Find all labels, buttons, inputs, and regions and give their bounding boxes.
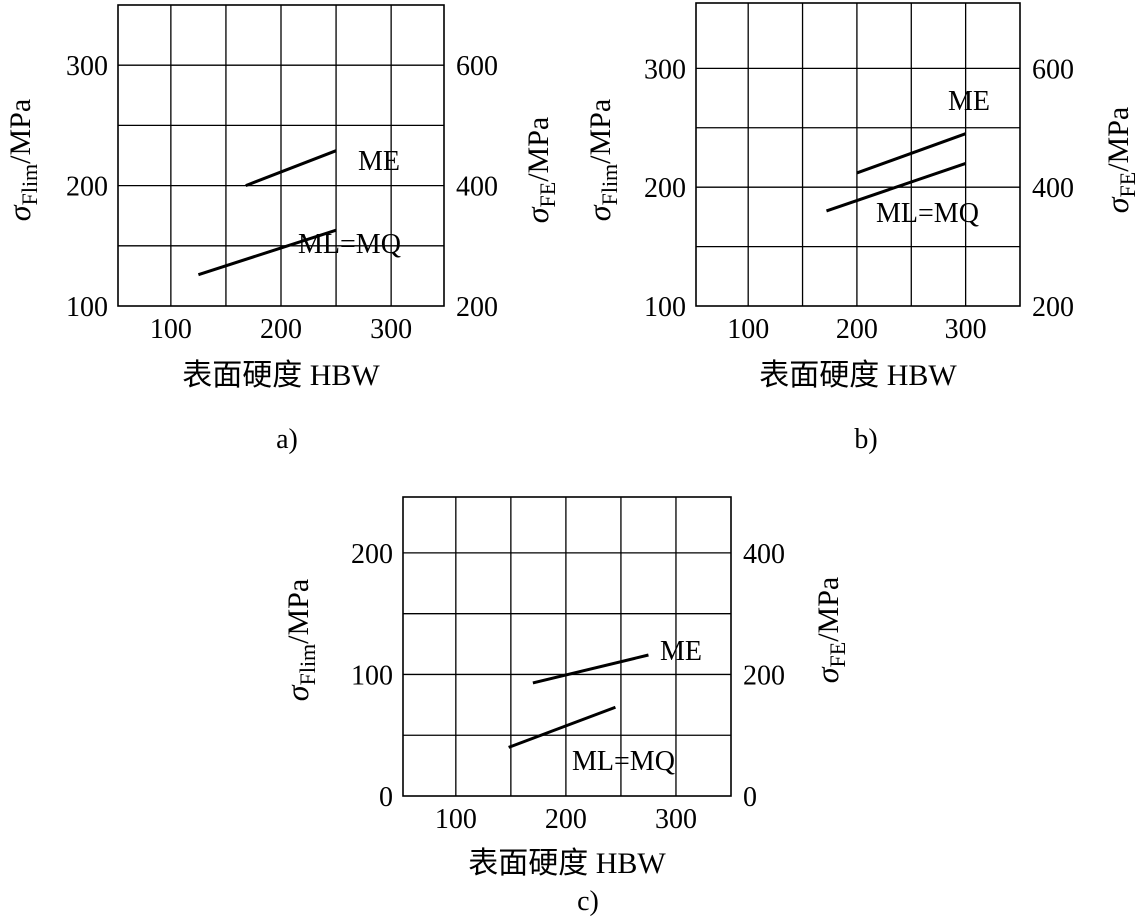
y-tick-label: 200: [66, 172, 108, 203]
series-label: ML=MQ: [876, 198, 979, 229]
x-tick-label: 100: [150, 314, 192, 345]
series-line-me: [532, 653, 649, 685]
y2-tick-label: 200: [1032, 292, 1074, 323]
y-tick-label: 200: [351, 539, 393, 570]
chart-panel-2: 100 200 300 100 200 300 200 400 600 ME ML=MQ 表面硬度 H…: [581, 2, 1140, 455]
y2-tick-label: 0: [743, 782, 757, 813]
series-line-me: [245, 149, 337, 187]
series-line-ml-mq: [508, 705, 616, 749]
y-axis-title: σFlim/MPa: [1, 99, 42, 221]
x-tick-label: 300: [945, 314, 987, 345]
y2-tick-label: 600: [456, 51, 498, 82]
series-label: ME: [948, 86, 990, 117]
y2-tick-label: 400: [456, 172, 498, 203]
y-tick-label: 300: [644, 54, 686, 85]
series-label: ML=MQ: [298, 229, 401, 260]
series-line-me: [856, 132, 967, 175]
series-label: ME: [660, 636, 702, 667]
chart-panel-1: 100 200 300 100 200 300 200 400 600 ME ML=MQ 表面硬度 H…: [1, 4, 560, 455]
y-tick-label: 100: [351, 660, 393, 691]
y2-tick-label: 200: [743, 660, 785, 691]
y2-tick-label: 400: [743, 539, 785, 570]
series-label: ME: [358, 146, 400, 177]
plot-frame: [402, 496, 732, 797]
series-label: ML=MQ: [572, 746, 675, 777]
plot-frame: [695, 2, 1021, 307]
y-tick-label: 100: [644, 292, 686, 323]
x-tick-label: 300: [370, 314, 412, 345]
series-line-ml-mq: [825, 161, 967, 213]
panel-caption: a): [276, 424, 298, 455]
series-line-ml-mq: [197, 228, 337, 277]
panel-caption: c): [577, 886, 599, 917]
panel-caption: b): [854, 424, 877, 455]
plot-frame: [117, 4, 445, 307]
chart-panel-3: 100 200 300 0 100 200 0 200 400 ME ML=MQ 表面硬度 HBW σF…: [279, 496, 850, 917]
x-tick-label: 100: [727, 314, 769, 345]
y2-axis-title: σFE/MPa: [1099, 107, 1140, 213]
x-axis-title: 表面硬度 HBW: [182, 359, 380, 392]
x-tick-label: 200: [836, 314, 878, 345]
y-tick-label: 300: [66, 51, 108, 82]
y-tick-label: 200: [644, 173, 686, 204]
y-axis-title: σFlim/MPa: [581, 99, 622, 221]
y-axis-title: σFlim/MPa: [279, 579, 320, 701]
x-tick-label: 300: [655, 804, 697, 835]
y-tick-label: 0: [379, 782, 393, 813]
y-tick-label: 100: [66, 292, 108, 323]
y2-tick-label: 600: [1032, 54, 1074, 85]
y2-tick-label: 400: [1032, 173, 1074, 204]
y2-axis-title: σFE/MPa: [809, 577, 850, 683]
y2-axis-title: σFE/MPa: [519, 117, 560, 223]
x-tick-label: 100: [435, 804, 477, 835]
y2-tick-label: 200: [456, 292, 498, 323]
x-axis-title: 表面硬度 HBW: [468, 847, 666, 880]
x-axis-title: 表面硬度 HBW: [759, 359, 957, 392]
x-tick-label: 200: [545, 804, 587, 835]
x-tick-label: 200: [260, 314, 302, 345]
